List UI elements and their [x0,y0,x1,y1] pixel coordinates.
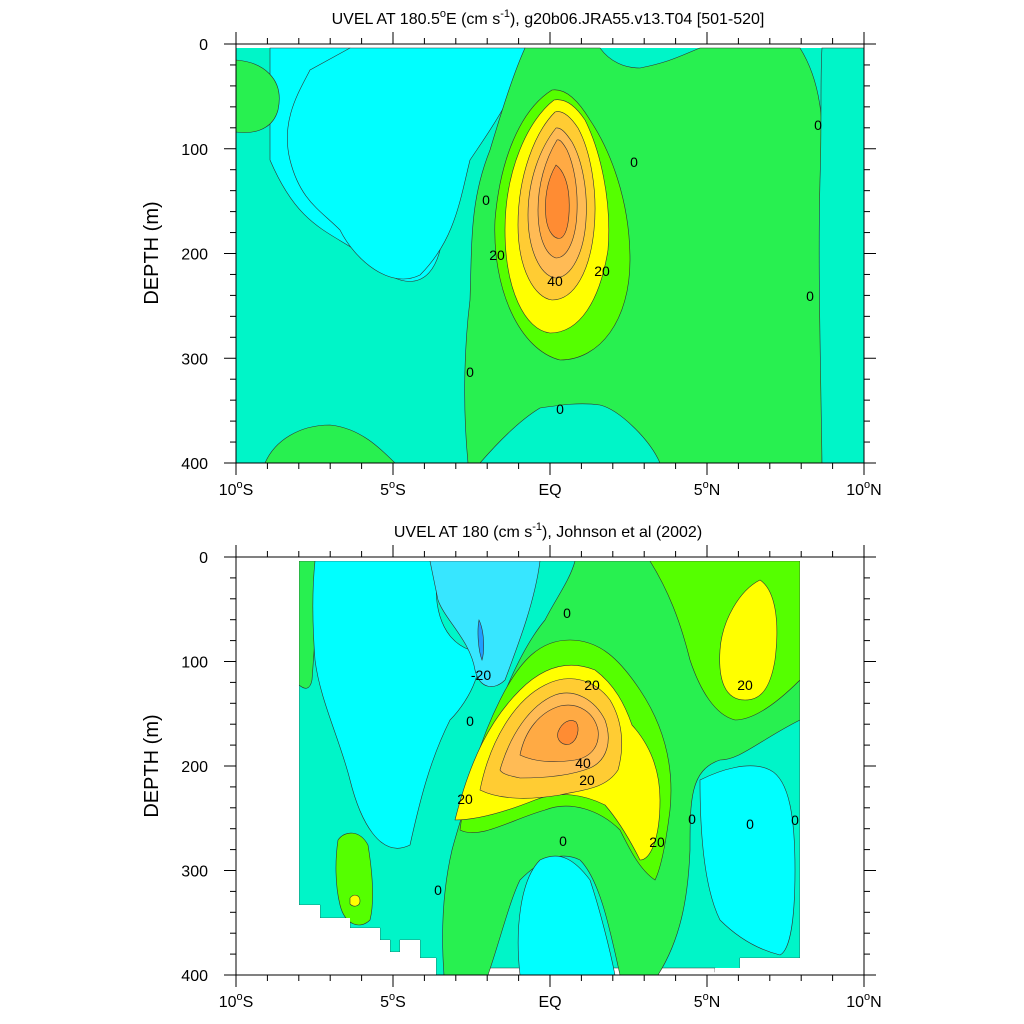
contour-label: 40 [575,755,591,771]
x-tick-label: 5oN [694,991,721,1011]
contour-label: 0 [466,713,474,729]
x-tick-label: EQ [538,482,561,499]
contour-label: 20 [737,677,753,693]
band-10-south-bottom [264,424,396,463]
y-axis-label: DEPTH (m) [141,201,163,304]
y-tick-label: 0 [199,37,208,54]
y-tick-label: 400 [181,968,208,985]
y-tick-label: 200 [181,247,208,264]
gap-west [236,557,299,975]
y-tick-label: 0 [199,550,208,567]
contour-label: 0 [814,117,822,133]
y-tick-label: 300 [181,351,208,368]
contour-label: 20 [594,263,610,279]
y-tick-label: 200 [181,759,208,776]
y-axis-label: DEPTH (m) [141,714,163,817]
contour-labels: 0 0 0 0 0 0 20 20 40 [466,117,822,417]
contour-label: 0 [630,154,638,170]
gap-east [800,557,864,975]
band-30-southwest [349,894,361,907]
x-tick-label: 10oN [846,991,881,1011]
contour-label: 20 [579,772,595,788]
contour-label: 0 [466,364,474,380]
panel-observed: UVEL AT 180 (cm s-1), Johnson et al (200… [141,521,882,1011]
contour-field [236,44,864,463]
contour-label: 0 [746,816,754,832]
gap-surface [236,44,864,48]
contour-label: 20 [457,791,473,807]
contour-label: 40 [547,273,563,289]
x-tick-label: 5oN [694,479,721,499]
contour-label: 0 [563,605,571,621]
x-tick-label: EQ [538,994,561,1011]
band-n10-southeast [699,765,796,956]
band-core [557,720,579,745]
contour-label: 0 [806,288,814,304]
y-tick-label: 100 [181,655,208,672]
band-30-northeast [719,579,778,701]
contour-label: 20 [584,677,600,693]
y-tick-label: 300 [181,864,208,881]
x-tick-label: 10oS [219,991,254,1011]
contour-field [236,557,864,975]
contour-label: 20 [649,834,665,850]
contour-labels: 0 0 0 0 0 0 0 -20 20 20 20 20 20 40 [434,605,799,898]
gap-southwest [299,905,436,975]
band-n10-bottom [517,855,616,975]
band-n10-sw [286,47,526,280]
contour-label: 0 [556,401,564,417]
band-n30-west [477,619,484,661]
chart-title: UVEL AT 180.5oE (cm s-1), g20b06.JRA55.v… [332,8,765,28]
x-tick-label: 10oN [846,479,881,499]
contour-label: 20 [489,247,505,263]
contour-label: 0 [688,811,696,827]
x-tick-label: 5oS [380,479,406,499]
contour-label: 0 [791,812,799,828]
x-tick-label: 10oS [219,479,254,499]
band-20-southwest [335,832,373,926]
band-core [545,164,570,239]
panel-model: UVEL AT 180.5oE (cm s-1), g20b06.JRA55.v… [141,8,882,499]
y-tick-label: 100 [181,142,208,159]
gap-southeast [715,958,800,975]
gap-east-edge [818,47,864,463]
contour-label: -20 [471,667,491,683]
chart-title: UVEL AT 180 (cm s-1), Johnson et al (200… [394,521,702,541]
contour-label: 0 [482,192,490,208]
y-tick-label: 400 [181,456,208,473]
gap-surface [236,557,864,561]
contour-label: 0 [434,882,442,898]
contour-label: 0 [559,833,567,849]
x-tick-label: 5oS [380,991,406,1011]
band-10-west-edge [236,59,280,133]
band-n20-north [429,560,541,687]
